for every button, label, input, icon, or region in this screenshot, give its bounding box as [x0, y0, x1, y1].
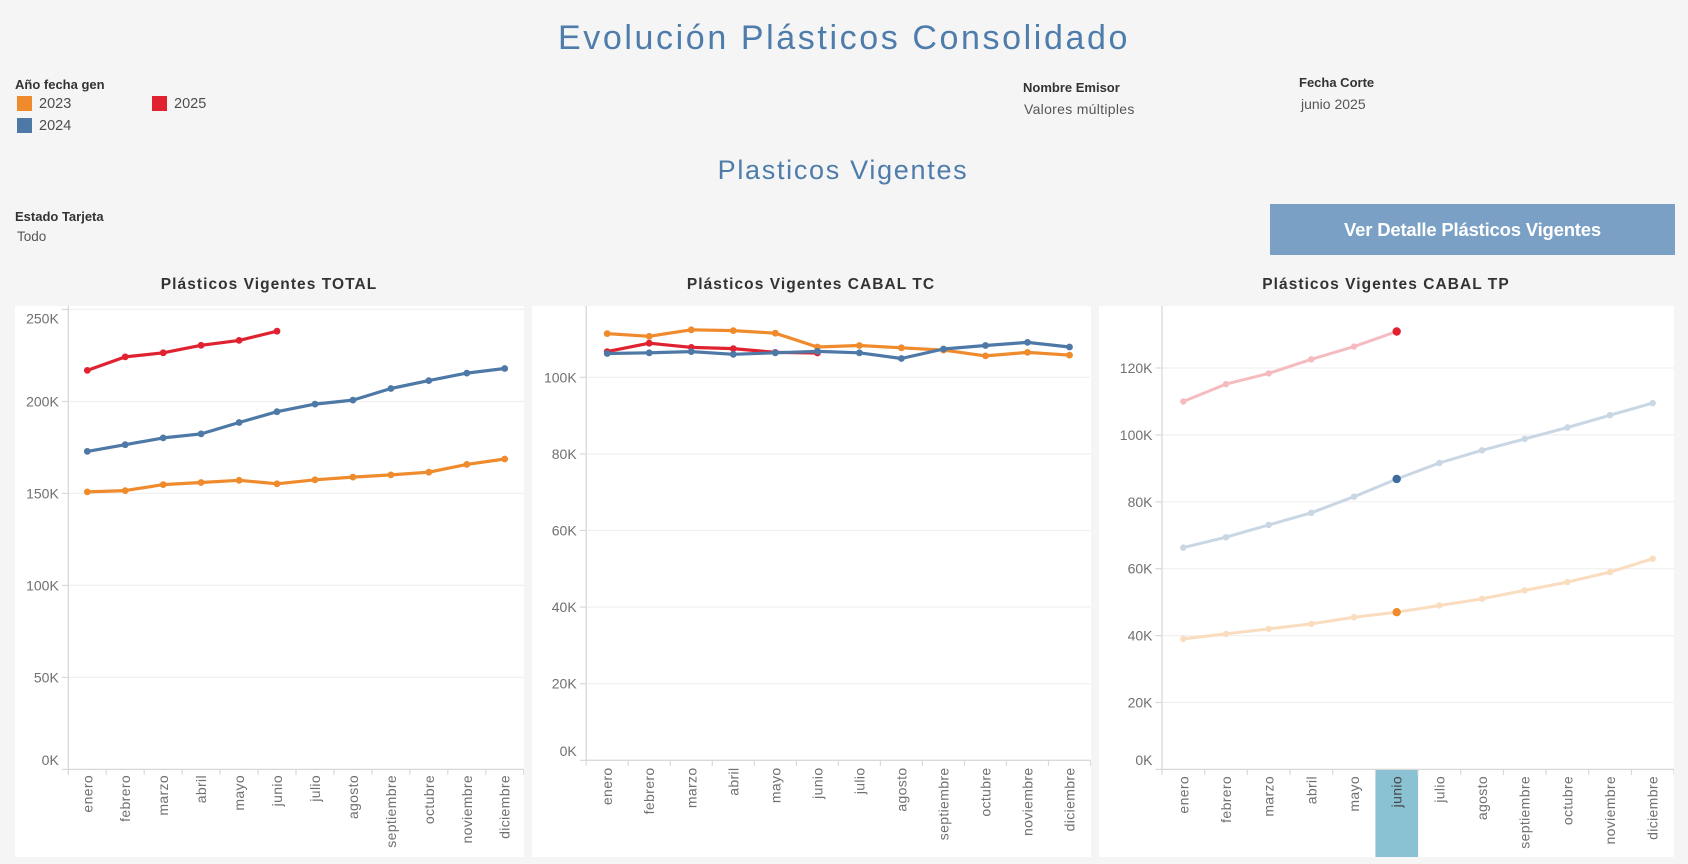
svg-text:20K: 20K — [552, 676, 578, 692]
svg-text:enero: enero — [599, 768, 615, 806]
svg-text:mayo: mayo — [231, 775, 247, 811]
svg-text:diciembre: diciembre — [1645, 776, 1661, 840]
svg-text:40K: 40K — [552, 599, 578, 615]
svg-text:50K: 50K — [34, 669, 60, 685]
svg-text:0K: 0K — [560, 743, 578, 759]
svg-text:marzo: marzo — [683, 768, 699, 809]
svg-text:octubre: octubre — [421, 775, 437, 824]
svg-text:julio: julio — [307, 775, 323, 803]
svg-text:20K: 20K — [1128, 695, 1154, 711]
svg-text:febrero: febrero — [117, 775, 133, 822]
svg-text:septiembre: septiembre — [383, 775, 399, 848]
svg-text:junio: junio — [269, 775, 285, 807]
svg-text:diciembre: diciembre — [1062, 768, 1078, 832]
svg-text:julio: julio — [1431, 776, 1447, 804]
svg-text:80K: 80K — [552, 446, 578, 462]
svg-text:agosto: agosto — [893, 768, 909, 812]
svg-text:60K: 60K — [1128, 561, 1154, 577]
svg-text:junio: junio — [809, 768, 825, 800]
svg-text:marzo: marzo — [155, 775, 171, 816]
svg-text:octubre: octubre — [978, 768, 994, 817]
svg-text:febrero: febrero — [1218, 776, 1234, 823]
svg-text:noviembre: noviembre — [1020, 768, 1036, 837]
svg-text:abril: abril — [725, 768, 741, 796]
svg-text:enero: enero — [79, 775, 95, 813]
svg-text:septiembre: septiembre — [1517, 776, 1533, 849]
svg-text:enero: enero — [1175, 776, 1191, 814]
svg-text:40K: 40K — [1128, 628, 1154, 644]
svg-text:200K: 200K — [26, 394, 59, 410]
svg-text:0K: 0K — [42, 752, 60, 768]
svg-text:diciembre: diciembre — [497, 775, 513, 839]
svg-text:150K: 150K — [26, 485, 59, 501]
svg-text:noviembre: noviembre — [1602, 776, 1618, 845]
svg-text:noviembre: noviembre — [459, 775, 475, 844]
svg-text:mayo: mayo — [1346, 776, 1362, 812]
svg-text:septiembre: septiembre — [936, 768, 952, 841]
svg-text:80K: 80K — [1128, 494, 1154, 510]
svg-text:marzo: marzo — [1261, 776, 1277, 817]
svg-text:mayo: mayo — [767, 768, 783, 804]
svg-text:junio: junio — [1389, 776, 1405, 808]
svg-text:100K: 100K — [26, 577, 59, 593]
svg-text:abril: abril — [1303, 776, 1319, 804]
svg-text:0K: 0K — [1135, 752, 1153, 768]
svg-text:agosto: agosto — [345, 775, 361, 819]
svg-text:60K: 60K — [552, 523, 578, 539]
svg-text:febrero: febrero — [641, 768, 657, 815]
svg-text:100K: 100K — [544, 369, 577, 385]
svg-text:julio: julio — [851, 768, 867, 796]
svg-text:120K: 120K — [1120, 360, 1153, 376]
svg-text:agosto: agosto — [1474, 776, 1490, 820]
svg-text:octubre: octubre — [1559, 776, 1575, 825]
svg-text:250K: 250K — [26, 311, 59, 327]
svg-text:100K: 100K — [1120, 427, 1153, 443]
svg-text:abril: abril — [193, 775, 209, 803]
